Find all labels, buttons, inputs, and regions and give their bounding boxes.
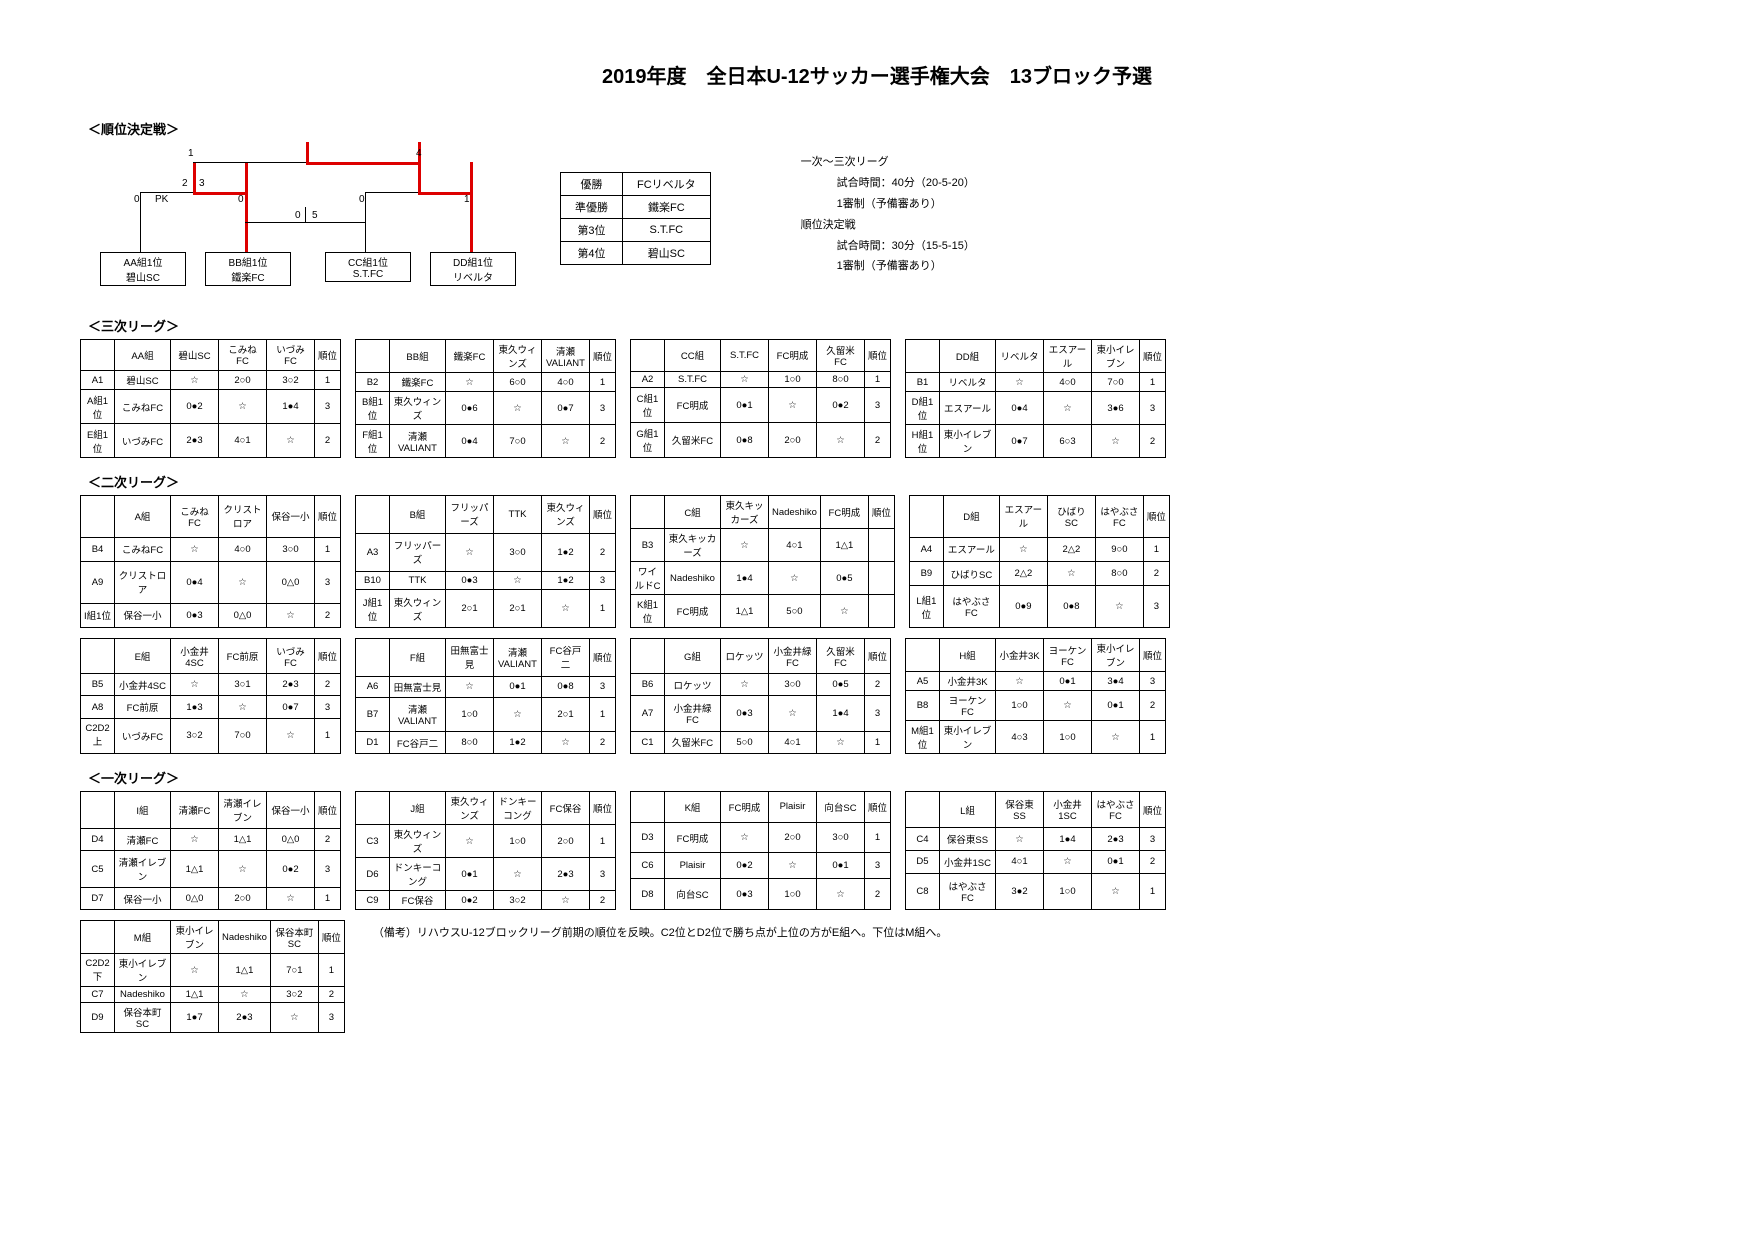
group-table: AA組碧山SCこみねFCいづみFC順位A1碧山SC☆2○03○21A組1位こみね… <box>80 339 341 458</box>
primary-row2: M組東小イレブンNadeshiko保谷本町SC順位C2D2下東小イレブン☆1△1… <box>80 920 345 1033</box>
group-table: L組保谷東SS小金井1SCはやぶさFC順位C4保谷東SS☆1●42●33D5小金… <box>905 791 1166 910</box>
group-table: F組田無富士見清瀬VALIANTFC谷戸二順位A6田無富士見☆0●10●83B7… <box>355 638 616 754</box>
group-table: DD組リベルタエスアール東小イレブン順位B1リベルタ☆4○07○01D組1位エス… <box>905 339 1166 458</box>
footnote: （備考）リハウスU-12ブロックリーグ前期の順位を反映。C2位とD2位で勝ち点が… <box>373 924 947 940</box>
match-info: 一次～三次リーグ 試合時間：40分（20-5-20） 1審制（予備審あり） 順位… <box>801 152 975 277</box>
bracket-box-bb: BB組1位鐵楽FC <box>205 252 291 286</box>
results-table: 優勝FCリベルタ 準優勝鐵楽FC 第3位S.T.FC 第4位碧山SC <box>560 172 711 265</box>
bracket-box-cc: CC組1位S.T.FC <box>325 252 411 282</box>
group-table: K組FC明成Plaisir向台SC順位D3FC明成☆2○03○01C6Plais… <box>630 791 891 910</box>
bracket-box-dd: DD組1位リベルタ <box>430 252 516 286</box>
group-table: G組ロケッツ小金井緑FC久留米FC順位B6ロケッツ☆3○00●52A7小金井緑F… <box>630 638 891 754</box>
group-table: BB組鐵楽FC東久ウィンズ清瀬VALIANT順位B2鐵楽FC☆6○04○01B組… <box>355 339 616 458</box>
group-table: B組フリッパーズTTK東久ウィンズ順位A3フリッパーズ☆3○01●22B10TT… <box>355 495 616 628</box>
group-table: H組小金井3KヨーケンFC東小イレブン順位A5小金井3K☆0●13●43B8ヨー… <box>905 638 1166 754</box>
group-table: CC組S.T.FCFC明成久留米FC順位A2S.T.FC☆1○08○01C組1位… <box>630 339 891 458</box>
group-table: E組小金井4SCFC前原いづみFC順位B5小金井4SC☆3○12●32A8FC前… <box>80 638 341 754</box>
bracket-label: ＜順位決定戦＞ <box>88 119 1674 138</box>
bracket-box-aa: AA組1位碧山SC <box>100 252 186 286</box>
group-table: A組こみねFCクリストロア保谷一小順位B4こみねFC☆4○03○01A9クリスト… <box>80 495 341 628</box>
group-table: J組東久ウィンズドンキーコングFC保谷順位C3東久ウィンズ☆1○02○01D6ド… <box>355 791 616 910</box>
primary-label: ＜一次リーグ＞ <box>88 768 1674 787</box>
secondary-row1: A組こみねFCクリストロア保谷一小順位B4こみねFC☆4○03○01A9クリスト… <box>80 495 1674 628</box>
group-table: I組清瀬FC清瀬イレブン保谷一小順位D4清瀬FC☆1△10△02C5清瀬イレブン… <box>80 791 341 910</box>
secondary-label: ＜二次リーグ＞ <box>88 472 1674 491</box>
tertiary-label: ＜三次リーグ＞ <box>88 316 1674 335</box>
group-table: M組東小イレブンNadeshiko保谷本町SC順位C2D2下東小イレブン☆1△1… <box>80 920 345 1033</box>
page-title: 2019年度 全日本U-12サッカー選手権大会 13ブロック予選 <box>80 60 1674 89</box>
primary-row1: I組清瀬FC清瀬イレブン保谷一小順位D4清瀬FC☆1△10△02C5清瀬イレブン… <box>80 791 1674 910</box>
secondary-row2: E組小金井4SCFC前原いづみFC順位B5小金井4SC☆3○12●32A8FC前… <box>80 638 1674 754</box>
group-table: C組東久キッカーズNadeshikoFC明成順位B3東久キッカーズ☆4○11△1… <box>630 495 895 628</box>
group-table: D組エスアールひばりSCはやぶさFC順位A4エスアール☆2△29○01B9ひばり… <box>909 495 1170 628</box>
bracket-diagram: AA組1位碧山SC BB組1位鐵楽FC CC組1位S.T.FC DD組1位リベル… <box>100 142 530 302</box>
tertiary-row: AA組碧山SCこみねFCいづみFC順位A1碧山SC☆2○03○21A組1位こみね… <box>80 339 1674 458</box>
